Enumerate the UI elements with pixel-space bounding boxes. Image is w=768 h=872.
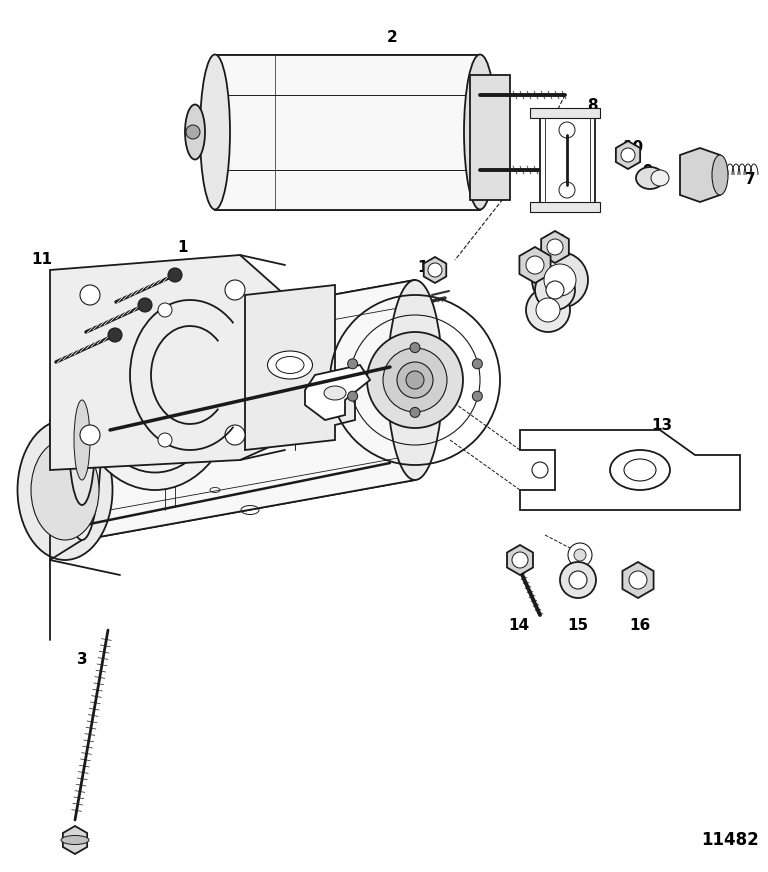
Ellipse shape <box>324 386 346 400</box>
Circle shape <box>559 182 575 198</box>
Text: 14: 14 <box>508 617 530 632</box>
Polygon shape <box>507 545 533 575</box>
Ellipse shape <box>712 155 728 195</box>
Ellipse shape <box>18 420 112 560</box>
Polygon shape <box>470 75 510 200</box>
Circle shape <box>560 562 596 598</box>
Circle shape <box>472 392 482 401</box>
Polygon shape <box>82 280 415 540</box>
Circle shape <box>158 303 172 317</box>
Ellipse shape <box>74 400 90 480</box>
Circle shape <box>80 285 100 305</box>
Circle shape <box>568 543 592 567</box>
Ellipse shape <box>388 280 442 480</box>
Ellipse shape <box>651 170 669 186</box>
Circle shape <box>629 571 647 589</box>
Text: 3: 3 <box>77 652 88 667</box>
Circle shape <box>406 371 424 389</box>
Text: 13: 13 <box>651 418 673 433</box>
Polygon shape <box>519 247 551 283</box>
Text: 4: 4 <box>554 235 565 249</box>
Circle shape <box>428 263 442 277</box>
Circle shape <box>225 425 245 445</box>
Ellipse shape <box>31 440 99 540</box>
Circle shape <box>512 552 528 568</box>
Polygon shape <box>680 148 720 202</box>
Text: 11482: 11482 <box>701 831 759 849</box>
Ellipse shape <box>75 290 235 490</box>
Bar <box>540 110 595 210</box>
Text: 16: 16 <box>629 617 650 632</box>
Ellipse shape <box>200 54 230 209</box>
Polygon shape <box>541 231 569 263</box>
Circle shape <box>410 343 420 352</box>
Ellipse shape <box>464 54 496 209</box>
Circle shape <box>472 358 482 369</box>
Polygon shape <box>63 826 87 854</box>
Circle shape <box>544 264 576 296</box>
Ellipse shape <box>63 340 101 540</box>
Circle shape <box>108 328 122 342</box>
Ellipse shape <box>69 375 95 505</box>
Text: 7: 7 <box>745 173 755 187</box>
Text: 12: 12 <box>417 261 439 276</box>
Polygon shape <box>530 202 600 212</box>
Polygon shape <box>215 55 480 210</box>
Circle shape <box>532 252 588 308</box>
Ellipse shape <box>267 351 313 379</box>
Circle shape <box>348 392 358 401</box>
Circle shape <box>138 298 152 312</box>
Circle shape <box>535 270 575 310</box>
Polygon shape <box>520 430 740 510</box>
Circle shape <box>348 358 358 369</box>
Ellipse shape <box>636 167 664 189</box>
Circle shape <box>158 433 172 447</box>
Text: 11: 11 <box>31 253 52 268</box>
Circle shape <box>168 268 182 282</box>
Circle shape <box>526 288 570 332</box>
Circle shape <box>526 256 544 274</box>
Text: 2: 2 <box>386 31 397 45</box>
Polygon shape <box>305 365 370 420</box>
Polygon shape <box>530 108 600 118</box>
Polygon shape <box>424 257 446 283</box>
Polygon shape <box>50 255 285 470</box>
Circle shape <box>186 125 200 139</box>
Circle shape <box>536 298 560 322</box>
Text: 8: 8 <box>587 98 598 112</box>
Text: 6: 6 <box>521 261 532 276</box>
Ellipse shape <box>61 835 89 844</box>
Circle shape <box>546 281 564 299</box>
Circle shape <box>80 425 100 445</box>
Polygon shape <box>245 285 355 450</box>
Circle shape <box>621 148 635 162</box>
Text: 15: 15 <box>568 617 588 632</box>
Polygon shape <box>622 562 654 598</box>
Circle shape <box>569 571 587 589</box>
Circle shape <box>397 362 433 398</box>
Circle shape <box>367 332 463 428</box>
Text: 9: 9 <box>643 165 654 180</box>
Circle shape <box>383 348 447 412</box>
Circle shape <box>559 122 575 138</box>
Polygon shape <box>616 141 640 169</box>
Bar <box>545 115 590 205</box>
Circle shape <box>574 549 586 561</box>
Text: 5: 5 <box>558 283 568 297</box>
Ellipse shape <box>610 450 670 490</box>
Circle shape <box>532 462 548 478</box>
Circle shape <box>547 239 563 255</box>
Text: 1: 1 <box>177 241 188 255</box>
Ellipse shape <box>185 105 205 160</box>
Text: 10: 10 <box>622 140 644 155</box>
Circle shape <box>410 407 420 418</box>
Circle shape <box>225 280 245 300</box>
